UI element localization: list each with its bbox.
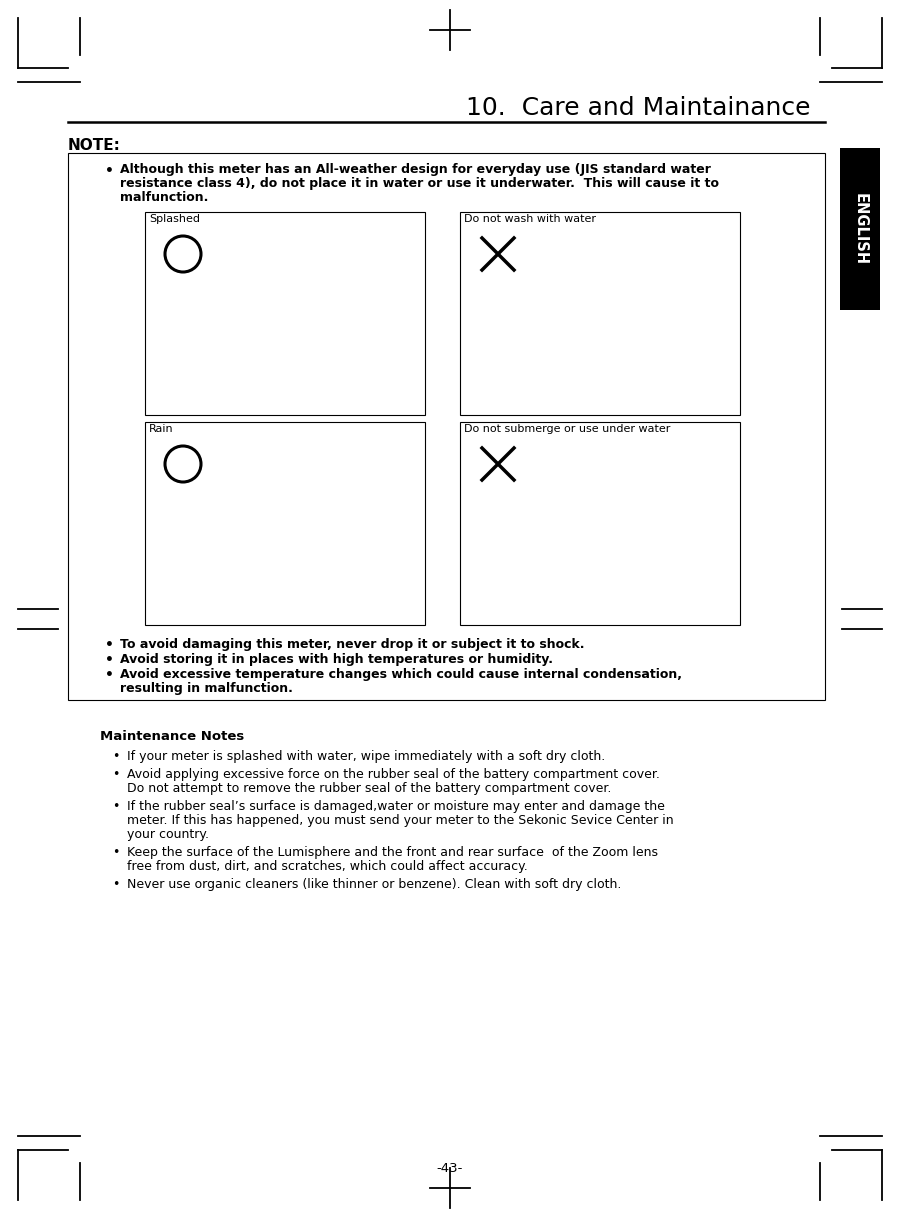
- Text: your country.: your country.: [127, 828, 209, 840]
- Text: Splashed: Splashed: [149, 214, 200, 224]
- Text: ENGLISH: ENGLISH: [852, 192, 868, 266]
- Text: To avoid damaging this meter, never drop it or subject it to shock.: To avoid damaging this meter, never drop…: [120, 638, 584, 650]
- Text: -43-: -43-: [436, 1162, 464, 1174]
- Text: Never use organic cleaners (like thinner or benzene). Clean with soft dry cloth.: Never use organic cleaners (like thinner…: [127, 878, 621, 892]
- Text: malfunction.: malfunction.: [120, 191, 209, 203]
- Text: If your meter is splashed with water, wipe immediately with a soft dry cloth.: If your meter is splashed with water, wi…: [127, 750, 605, 762]
- Text: Avoid excessive temperature changes which could cause internal condensation,: Avoid excessive temperature changes whic…: [120, 667, 682, 681]
- Text: •: •: [105, 164, 114, 178]
- Text: •: •: [105, 667, 114, 682]
- Text: Maintenance Notes: Maintenance Notes: [100, 730, 244, 743]
- Text: •: •: [112, 750, 120, 762]
- Text: Keep the surface of the Lumisphere and the front and rear surface  of the Zoom l: Keep the surface of the Lumisphere and t…: [127, 847, 658, 859]
- Text: Avoid storing it in places with high temperatures or humidity.: Avoid storing it in places with high tem…: [120, 653, 553, 666]
- Text: Do not attempt to remove the rubber seal of the battery compartment cover.: Do not attempt to remove the rubber seal…: [127, 782, 611, 795]
- Bar: [145, 421, 425, 625]
- Text: •: •: [105, 653, 114, 667]
- Text: NOTE:: NOTE:: [68, 138, 121, 153]
- Text: free from dust, dirt, and scratches, which could affect accuracy.: free from dust, dirt, and scratches, whi…: [127, 860, 527, 873]
- Bar: [460, 421, 740, 625]
- Text: Do not submerge or use under water: Do not submerge or use under water: [464, 424, 670, 434]
- Text: Avoid applying excessive force on the rubber seal of the battery compartment cov: Avoid applying excessive force on the ru…: [127, 769, 660, 781]
- Text: •: •: [112, 847, 120, 859]
- Text: resulting in malfunction.: resulting in malfunction.: [120, 682, 292, 695]
- Bar: [840, 149, 880, 311]
- Text: If the rubber seal’s surface is damaged,water or moisture may enter and damage t: If the rubber seal’s surface is damaged,…: [127, 800, 665, 812]
- Bar: [145, 212, 425, 415]
- Text: resistance class 4), do not place it in water or use it underwater.  This will c: resistance class 4), do not place it in …: [120, 177, 719, 190]
- Bar: [460, 212, 740, 415]
- Text: •: •: [105, 638, 114, 652]
- Text: •: •: [112, 878, 120, 892]
- Text: 10.  Care and Maintainance: 10. Care and Maintainance: [465, 96, 810, 121]
- Bar: [68, 153, 825, 700]
- Text: •: •: [112, 769, 120, 781]
- Text: Do not wash with water: Do not wash with water: [464, 214, 596, 224]
- Text: meter. If this has happened, you must send your meter to the Sekonic Sevice Cent: meter. If this has happened, you must se…: [127, 814, 673, 827]
- Text: Rain: Rain: [149, 424, 174, 434]
- Text: Although this meter has an All-weather design for everyday use (JIS standard wat: Although this meter has an All-weather d…: [120, 163, 711, 175]
- Text: •: •: [112, 800, 120, 812]
